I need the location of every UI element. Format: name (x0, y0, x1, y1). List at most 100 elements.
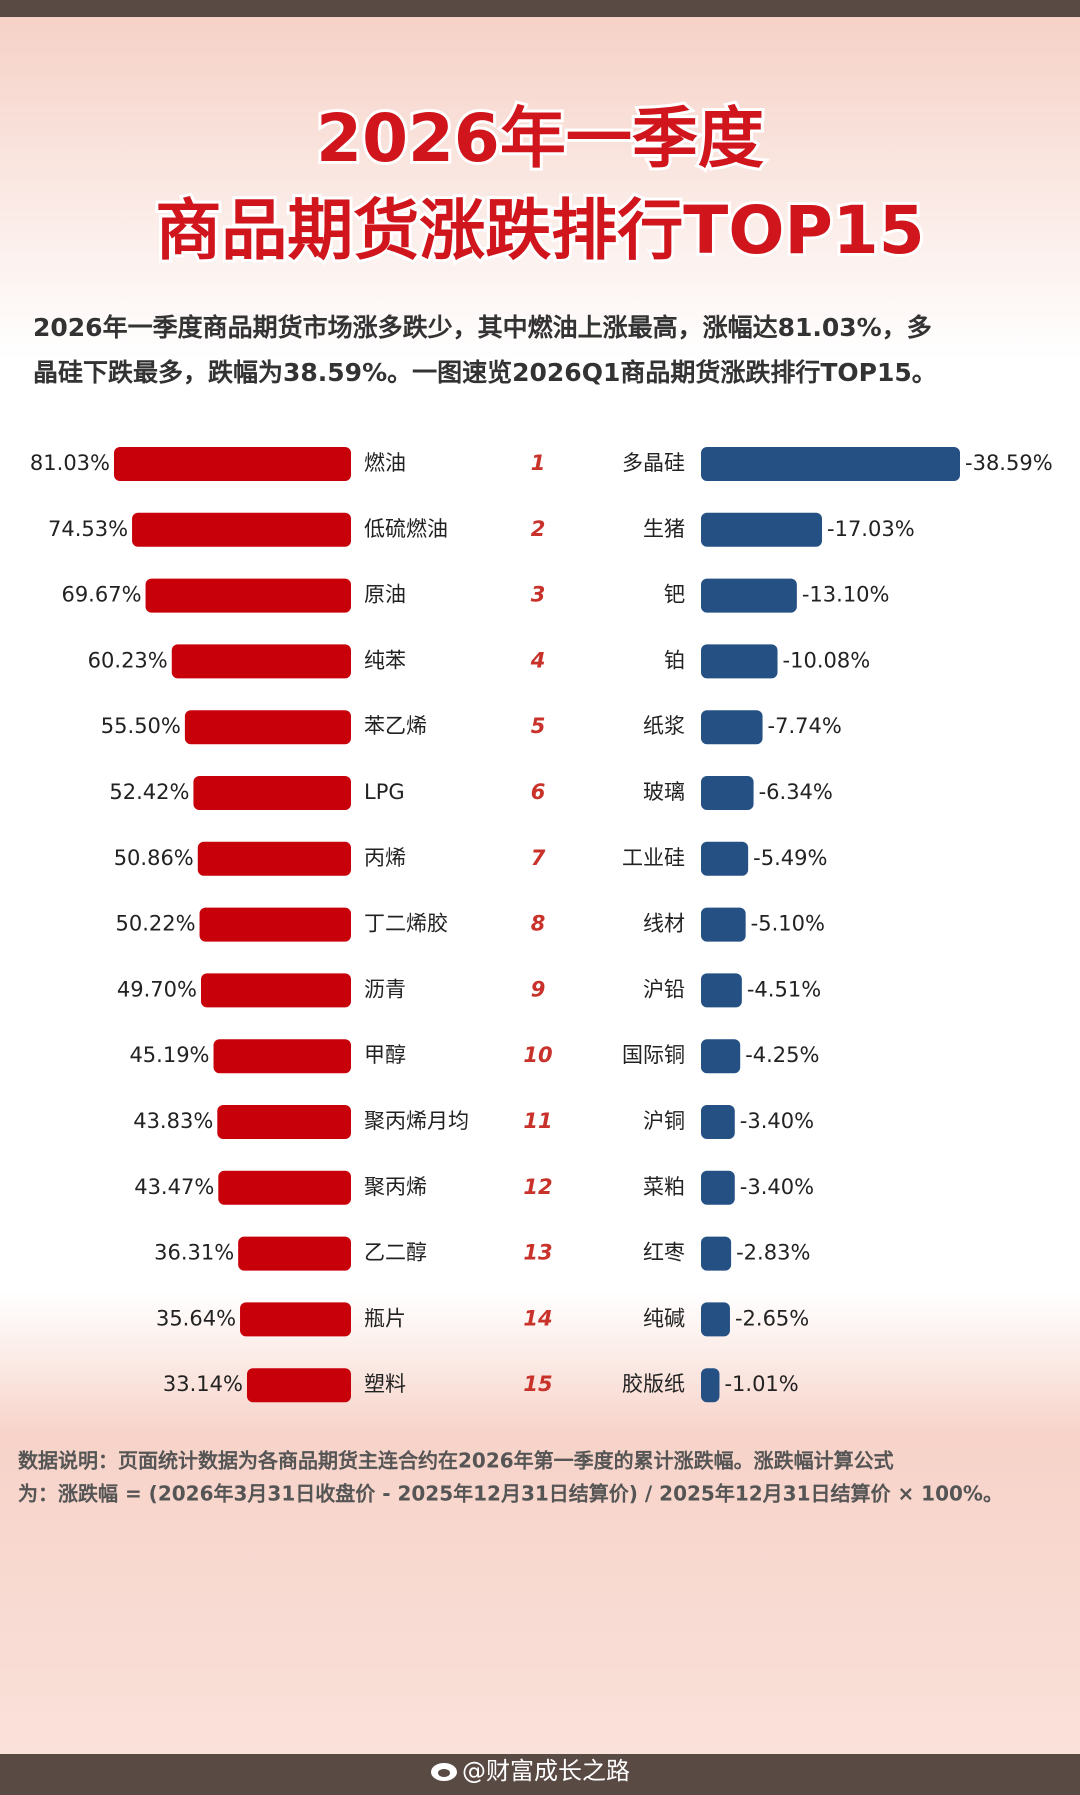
bar (701, 907, 746, 942)
value-label: -3.40% (740, 1175, 814, 1199)
bar (145, 578, 351, 613)
value-label: 45.19% (129, 1043, 209, 1067)
rank: 14 (523, 1306, 552, 1330)
category-label: 纯碱 (643, 1306, 685, 1330)
bar (701, 1170, 735, 1205)
category-label: 国际铜 (622, 1043, 685, 1067)
value-label: 55.50% (101, 714, 181, 738)
top-strip (0, 0, 1080, 17)
value-label: 60.23% (88, 648, 168, 672)
rank: 7 (531, 846, 546, 870)
value-label: 43.47% (134, 1175, 214, 1199)
category-label: 沥青 (364, 977, 406, 1001)
rank: 5 (531, 714, 546, 738)
value-label: 69.67% (61, 583, 141, 607)
bar (701, 841, 749, 876)
category-label: 玻璃 (643, 780, 685, 804)
title-line: 商品期货涨跌排行TOP15 (155, 192, 924, 269)
value-label: -2.83% (736, 1241, 810, 1265)
rank: 12 (523, 1175, 552, 1199)
rank: 13 (523, 1241, 552, 1265)
value-label: 36.31% (154, 1241, 234, 1265)
bar (701, 578, 797, 613)
category-label: 丁二烯胶 (364, 912, 448, 936)
category-label: 钯 (664, 583, 685, 607)
value-label: -38.59% (965, 451, 1053, 475)
category-label: 工业硅 (622, 846, 685, 870)
rank: 6 (531, 780, 546, 804)
rank: 4 (530, 648, 546, 672)
bar (184, 710, 351, 745)
description-line: 晶硅下跌最多，跌幅为38.59%。一图速览2026Q1商品期货涨跌排行TOP15… (33, 358, 937, 387)
description-line: 2026年一季度商品期货市场涨多跌少，其中燃油上涨最高，涨幅达81.03%，多 (33, 313, 932, 342)
bar (197, 841, 351, 876)
value-label: -5.49% (753, 846, 827, 870)
category-label: 低硫燃油 (364, 517, 448, 541)
bar (171, 644, 351, 679)
rank: 1 (531, 451, 546, 475)
rank: 15 (523, 1372, 552, 1396)
category-label: 原油 (364, 583, 406, 607)
category-label: 燃油 (364, 451, 406, 475)
bottom-strip (0, 1754, 1080, 1795)
value-label: -7.74% (768, 714, 842, 738)
value-label: 50.86% (114, 846, 194, 870)
watermark: @财富成长之路 (462, 1757, 630, 1785)
bar (701, 1302, 730, 1337)
bar (240, 1302, 351, 1337)
value-label: 50.22% (115, 912, 195, 936)
rank: 9 (531, 977, 546, 1001)
category-label: 纸浆 (643, 714, 685, 738)
value-label: 33.14% (163, 1372, 243, 1396)
bar (701, 447, 960, 481)
title-line: 2026年一季度 (316, 100, 764, 177)
value-label: -4.25% (745, 1043, 819, 1067)
weibo-logo (431, 1763, 457, 1781)
bar (199, 907, 351, 942)
category-label: 沪铅 (643, 977, 685, 1001)
rank: 2 (531, 517, 546, 541)
category-label: 纯苯 (364, 648, 406, 672)
bar (200, 973, 351, 1008)
value-label: -3.40% (740, 1109, 814, 1133)
bar (193, 776, 351, 810)
value-label: 74.53% (48, 517, 128, 541)
footnote-line: 数据说明：页面统计数据为各商品期货主连合约在2026年第一季度的累计涨跌幅。涨跌… (18, 1449, 894, 1473)
category-label: 甲醇 (364, 1043, 406, 1067)
footnote-line: 为：涨跌幅 = (2026年3月31日收盘价 - 2025年12月31日结算价)… (18, 1482, 1003, 1506)
value-label: 49.70% (117, 977, 197, 1001)
bar (246, 1368, 351, 1403)
category-label: LPG (364, 780, 405, 804)
rank: 3 (531, 583, 546, 607)
category-label: 多晶硅 (622, 451, 685, 475)
bar (701, 973, 742, 1008)
value-label: -17.03% (827, 517, 915, 541)
bar (701, 776, 754, 810)
bar (213, 1039, 351, 1074)
category-label: 生猪 (643, 517, 685, 541)
category-label: 乙二醇 (364, 1241, 427, 1265)
bar (701, 710, 763, 745)
category-label: 聚丙烯 (364, 1175, 427, 1199)
category-label: 胶版纸 (622, 1372, 685, 1396)
category-label: 聚丙烯月均 (364, 1109, 469, 1133)
rank: 11 (523, 1109, 552, 1133)
value-label: -13.10% (802, 583, 890, 607)
value-label: 35.64% (156, 1306, 236, 1330)
bar (701, 1368, 720, 1403)
bar (701, 644, 778, 679)
rank: 10 (523, 1043, 552, 1067)
category-label: 苯乙烯 (364, 714, 427, 738)
bar (218, 1170, 351, 1205)
category-label: 铂 (664, 648, 685, 672)
bar (701, 1039, 741, 1074)
value-label: -10.08% (783, 648, 871, 672)
bar (114, 447, 351, 481)
value-label: 43.83% (133, 1109, 213, 1133)
bar (132, 512, 351, 547)
bar (701, 512, 823, 547)
value-label: 52.42% (109, 780, 189, 804)
